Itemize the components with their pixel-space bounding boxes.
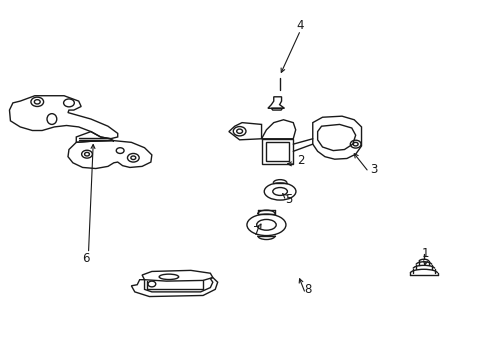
Text: 7: 7 <box>252 225 260 238</box>
Text: 2: 2 <box>296 154 304 167</box>
Text: 1: 1 <box>421 247 429 260</box>
Text: 5: 5 <box>284 193 291 206</box>
Text: 4: 4 <box>296 19 304 32</box>
Text: 3: 3 <box>369 163 377 176</box>
Text: 8: 8 <box>304 283 311 296</box>
Text: 6: 6 <box>82 252 90 265</box>
